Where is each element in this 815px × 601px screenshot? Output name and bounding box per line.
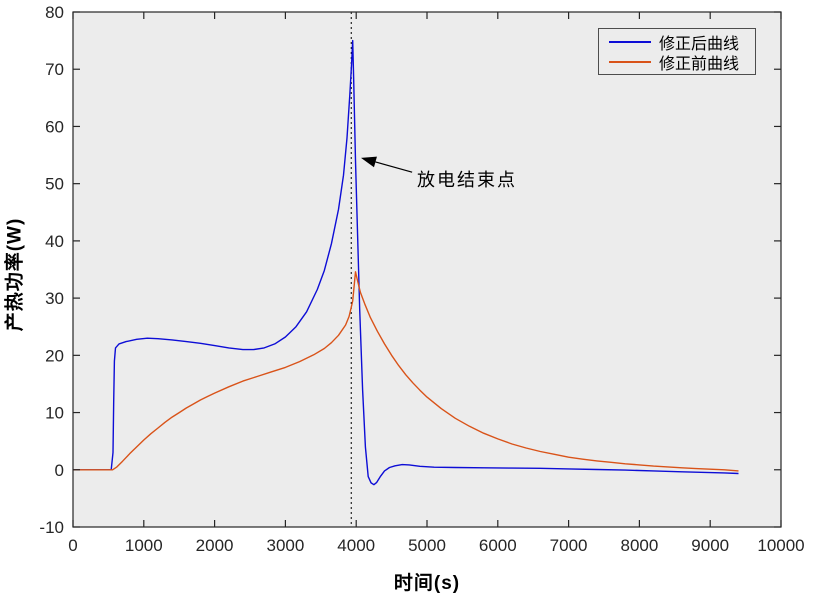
x-tick-label: 5000 [408,536,446,555]
series-line-0 [73,39,739,486]
legend: 修正后曲线 修正前曲线 [598,28,756,75]
y-tick-label: 30 [45,289,64,308]
y-tick-label: 80 [45,3,64,22]
y-tick-label: 50 [45,175,64,194]
legend-label: 修正前曲线 [659,56,740,73]
series-line-1 [73,271,739,472]
y-tick-label: 60 [45,117,64,136]
y-tick-label: -10 [39,518,64,537]
y-tick-label: 20 [45,346,64,365]
x-tick-label: 2000 [196,536,234,555]
x-tick-label: 8000 [620,536,658,555]
legend-label: 修正后曲线 [659,36,740,53]
x-tick-label: 9000 [691,536,729,555]
y-tick-label: 70 [45,60,64,79]
y-tick-label: 40 [45,232,64,251]
plot-area [73,12,781,527]
y-tick-label: 0 [55,461,64,480]
y-tick-label: 10 [45,404,64,423]
legend-item-corrected: 修正后曲线 [599,32,755,53]
annotation-arrowhead [361,156,377,168]
annotation-discharge-end-label: 放电结束点 [417,170,517,190]
x-tick-label: 3000 [266,536,304,555]
x-tick-label: 0 [68,536,77,555]
x-tick-label: 6000 [479,536,517,555]
x-tick-label: 10000 [757,536,804,555]
legend-item-uncorrected: 修正前曲线 [599,52,755,73]
y-axis-label: 产热功率(W) [4,217,26,332]
x-tick-label: 4000 [337,536,375,555]
legend-line-swatch-orange [609,61,651,63]
legend-line-swatch-blue [609,41,651,43]
x-tick-label: 1000 [125,536,163,555]
x-axis-label: 时间(s) [393,573,461,594]
annotation-arrow-line [375,161,413,173]
x-tick-label: 7000 [550,536,588,555]
